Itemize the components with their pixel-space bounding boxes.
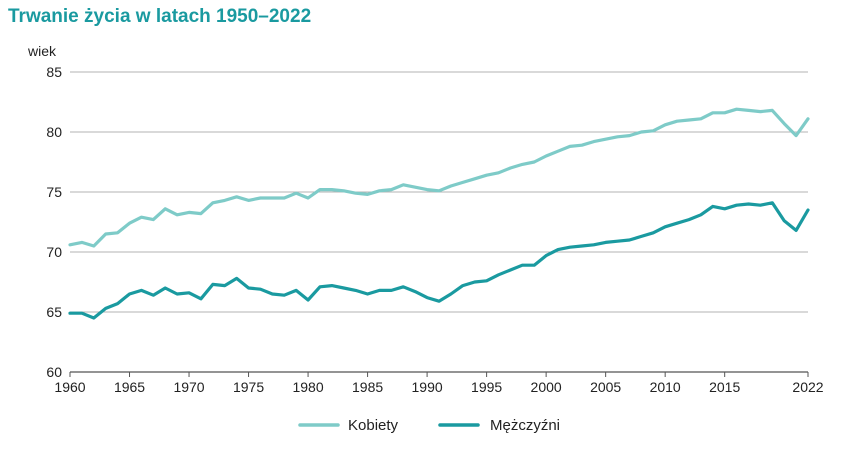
series-line-mezczyzni	[68, 201, 810, 320]
series-line-kobiety	[68, 107, 810, 248]
series-lines	[68, 107, 810, 320]
x-tick-label: 1985	[352, 379, 383, 395]
legend-label: Mężczyźni	[490, 417, 560, 434]
y-tick-label: 65	[46, 304, 62, 320]
y-tick-label: 75	[46, 184, 62, 200]
y-axis-label: wiek	[27, 43, 57, 59]
x-tick-label: 2015	[709, 379, 740, 395]
x-tick-label: 2000	[531, 379, 562, 395]
x-tick-label: 1970	[173, 379, 204, 395]
x-tick-label: 1975	[233, 379, 264, 395]
x-tick-label: 2010	[650, 379, 681, 395]
x-tick-label: 1990	[412, 379, 443, 395]
x-tick-label: 1980	[292, 379, 323, 395]
y-tick-label: 85	[46, 64, 62, 80]
x-tick-label: 1995	[471, 379, 502, 395]
x-tick-label: 1960	[54, 379, 85, 395]
x-tick-label: 2022	[792, 379, 823, 395]
legend-label: Kobiety	[348, 417, 399, 434]
x-tick-label: 2005	[590, 379, 621, 395]
y-tick-label: 60	[46, 364, 62, 380]
chart-title: Trwanie życia w latach 1950–2022	[8, 6, 312, 27]
legend: Kobiety Mężczyźni	[298, 417, 560, 434]
x-tick-label: 1965	[114, 379, 145, 395]
y-tick-label: 80	[46, 124, 62, 140]
gridlines	[70, 71, 808, 373]
axes: 60 65 70 75 80 85 wiek 1960 1965 1970 1975 1980 1985…	[27, 43, 824, 395]
y-tick-label: 70	[46, 244, 62, 260]
